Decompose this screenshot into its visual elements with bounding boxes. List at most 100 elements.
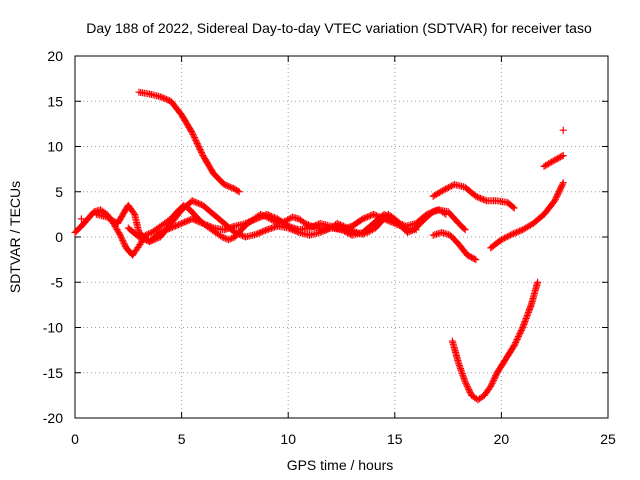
data-point-interp [558, 182, 566, 190]
data-point [423, 210, 431, 218]
data-point [220, 181, 228, 189]
data-point-interp [164, 96, 172, 104]
data-point-interp [232, 229, 240, 237]
data-point-interp [513, 228, 521, 236]
data-point-interp [517, 226, 525, 234]
data-point-interp [121, 241, 129, 249]
data-point-interp [194, 141, 202, 149]
data-point-interp [269, 213, 277, 221]
data-point [412, 226, 420, 234]
data-point-interp [515, 331, 523, 339]
data-point-interp [229, 184, 237, 192]
data-point-interp [554, 189, 562, 197]
data-point-interp [307, 223, 315, 231]
data-point-interp [261, 226, 269, 234]
data-point-interp [385, 217, 393, 225]
data-point [77, 215, 85, 223]
data-point-interp [117, 233, 125, 241]
data-point-interp [505, 232, 513, 240]
data-point-interp [318, 228, 326, 236]
data-point-interp [488, 379, 496, 387]
data-point-interp [158, 228, 166, 236]
data-point-interp [200, 220, 208, 228]
data-point-interp [319, 227, 327, 235]
y-axis-label: SDTVAR / TECUs [7, 181, 23, 293]
data-point-interp [371, 211, 379, 219]
data-point-interp [394, 221, 402, 229]
data-point-interp [193, 138, 201, 146]
data-point [440, 186, 448, 194]
data-point-interp [257, 213, 265, 221]
data-point-interp [478, 195, 486, 203]
data-point-interp [197, 219, 205, 227]
data-point-interp [310, 222, 318, 230]
data-point-interp [234, 187, 242, 195]
data-point-interp [158, 93, 166, 101]
data-point-interp [517, 327, 525, 335]
data-point-interp [245, 218, 253, 226]
y-tick-label: 10 [47, 139, 63, 155]
data-point-interp [490, 376, 498, 384]
data-point-interp [175, 221, 183, 229]
data-point-interp [376, 213, 384, 221]
data-point [316, 228, 324, 236]
data-point-interp [266, 212, 274, 220]
data-point-interp [373, 212, 381, 220]
data-point [218, 233, 226, 241]
data-point-interp [226, 235, 234, 243]
data-point-interp [476, 194, 484, 202]
data-point-interp [514, 334, 522, 342]
data-point [188, 129, 196, 137]
data-point-interp [383, 216, 391, 224]
data-point [534, 278, 542, 286]
data-point-interp [248, 217, 256, 225]
data-point-interp [159, 227, 167, 235]
data-point-interp [196, 146, 204, 154]
data-point [188, 197, 196, 205]
data-point-interp [195, 143, 203, 150]
x-tick-label: 15 [387, 431, 403, 447]
y-tick-label: 5 [55, 184, 63, 200]
data-point-interp [382, 216, 390, 224]
data-point-interp [556, 186, 564, 194]
data-point-interp [168, 223, 176, 231]
data-point-interp [388, 218, 396, 226]
data-point-interp [507, 231, 515, 239]
data-point-interp [223, 182, 231, 190]
data-point-interp [389, 219, 397, 227]
data-point-interp [267, 212, 275, 220]
data-point-interp [228, 234, 236, 242]
data-point-interp [430, 207, 438, 215]
data-point-interp [479, 196, 487, 204]
data-point [461, 226, 469, 234]
data-point-interp [260, 212, 268, 220]
y-tick-label: -20 [43, 410, 63, 426]
data-point [199, 219, 207, 227]
data-point-interp [441, 185, 449, 193]
data-point-interp [235, 230, 243, 238]
data-point-interp [226, 183, 234, 191]
data-point [135, 233, 143, 241]
data-point-interp [120, 239, 128, 247]
data-point-interp [513, 336, 521, 344]
y-axis-ticks: -20 -15 -10 -5 0 5 10 15 20 [43, 48, 608, 426]
data-point-interp [193, 199, 201, 207]
data-point-interp [222, 181, 230, 189]
data-point-interp [465, 387, 473, 395]
data-point-interp [258, 228, 266, 236]
data-point-interp [553, 192, 561, 200]
y-tick-label: -10 [43, 320, 63, 336]
data-point-interp [392, 220, 400, 228]
data-point [497, 236, 505, 244]
data-point-interp [260, 227, 268, 235]
data-point-interp [466, 388, 474, 396]
data-point-interp [165, 225, 173, 233]
data-point-interp [208, 223, 216, 231]
data-point-interp [254, 230, 262, 238]
data-point-interp [398, 223, 406, 231]
y-tick-label: 15 [47, 93, 63, 109]
data-point-interp [556, 185, 564, 193]
data-point-interp [138, 234, 146, 242]
data-point-interp [366, 212, 374, 220]
data-point-interp [517, 328, 525, 336]
